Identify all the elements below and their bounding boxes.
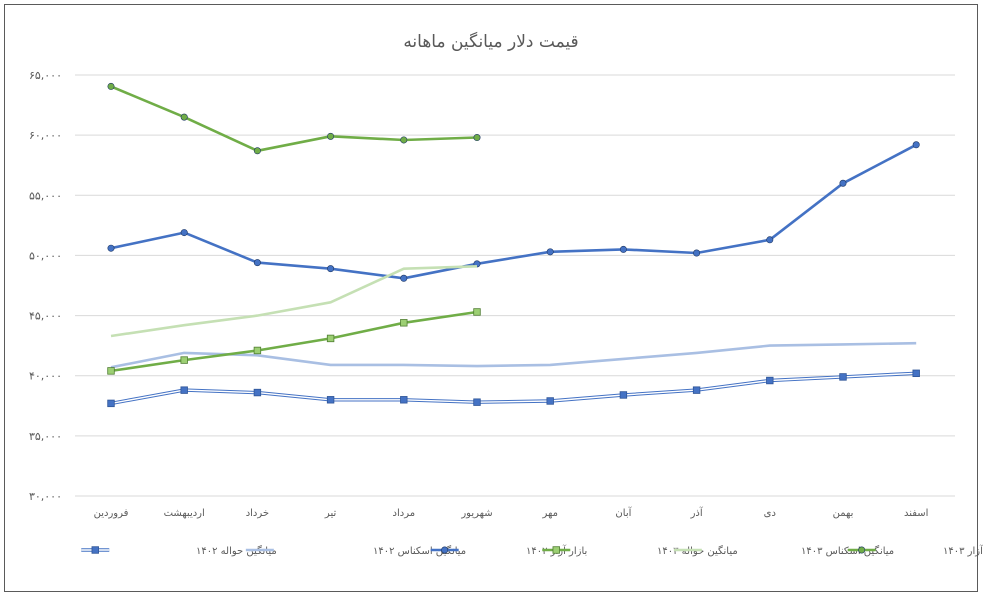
data-point (912, 141, 920, 149)
data-point (107, 399, 115, 408)
series-line-outer (110, 371, 917, 406)
data-point (546, 248, 554, 256)
data-point (107, 82, 115, 90)
series-group (107, 82, 920, 408)
data-point (180, 113, 188, 121)
data-point (253, 147, 261, 155)
x-axis-ticks: فروردین اردیبهشت خرداد تیر مرداد شهریور مهر آبا… (94, 506, 929, 519)
y-tick-label: ۳۵,۰۰۰ (29, 430, 62, 443)
data-point (839, 373, 847, 381)
data-point (107, 367, 115, 375)
series-line (110, 143, 917, 280)
data-point (619, 391, 628, 399)
data-point (400, 274, 408, 282)
x-tick-label: آبان (615, 506, 632, 519)
legend-marker (441, 546, 449, 554)
data-point (327, 265, 335, 273)
series-1 (110, 341, 917, 369)
gridlines (75, 74, 955, 497)
x-tick-label: مرداد (393, 508, 416, 519)
y-tick-label: ۴۵,۰۰۰ (29, 310, 62, 323)
data-point (546, 397, 554, 405)
series-2 (107, 141, 920, 282)
x-tick-label: تیر (324, 508, 337, 519)
data-point (253, 346, 262, 355)
legend-item: میانگین اسکناس ۱۴۰۳ (673, 545, 894, 557)
series-0 (107, 369, 920, 408)
series-5 (107, 82, 481, 155)
data-point (327, 132, 335, 140)
data-point (326, 396, 335, 404)
series-line (110, 85, 478, 153)
legend-label: میانگین حواله ۱۴۰۲ (196, 545, 277, 557)
data-point (693, 249, 701, 257)
y-tick-label: ۵۵,۰۰۰ (29, 189, 62, 202)
data-point (473, 308, 481, 316)
series-line-inner (110, 372, 917, 405)
data-point (400, 319, 408, 327)
legend-item: میانگین حواله ۱۴۰۲ (81, 545, 277, 557)
data-point (473, 134, 481, 142)
x-tick-label: بهمن (833, 508, 854, 519)
data-point (180, 356, 188, 364)
y-axis-ticks: ۳۰,۰۰۰ ۳۵,۰۰۰ ۴۰,۰۰۰ ۴۵,۰۰۰ ۵۰,۰۰۰ ۵۵,۰۰۰ ۶۰,۰… (29, 69, 62, 503)
x-tick-label: خرداد (246, 508, 269, 519)
data-point (473, 398, 481, 406)
x-tick-label: فروردین (94, 508, 129, 519)
chart-title: قیمت دلار میانگین ماهانه (403, 31, 578, 52)
legend-marker (552, 546, 560, 554)
data-point (253, 259, 261, 267)
data-point (326, 334, 335, 343)
x-tick-label: دی (764, 508, 776, 519)
legend-marker (91, 546, 99, 554)
y-tick-label: ۵۰,۰۰۰ (29, 249, 62, 262)
data-point (619, 245, 627, 253)
data-point (912, 369, 920, 378)
series-line (110, 310, 478, 373)
data-point (400, 396, 408, 404)
data-point (180, 229, 188, 237)
x-tick-label: آذر (690, 506, 704, 519)
data-point (107, 244, 115, 252)
data-point (180, 386, 188, 394)
legend-marker (858, 546, 866, 554)
x-tick-label: مهر (541, 508, 557, 519)
series-3 (107, 308, 481, 375)
x-tick-label: شهریور (460, 508, 492, 519)
y-tick-label: ۴۰,۰۰۰ (29, 370, 62, 383)
series-4 (110, 265, 478, 338)
data-point (766, 376, 774, 385)
data-point (400, 136, 408, 144)
y-tick-label: ۶۵,۰۰۰ (29, 69, 62, 82)
y-tick-label: ۳۰,۰۰۰ (29, 490, 62, 503)
data-point (766, 236, 774, 244)
chart-frame (4, 4, 978, 592)
series-line (110, 341, 917, 369)
data-point (692, 386, 701, 394)
series-line (110, 265, 478, 338)
x-tick-label: اردیبهشت (164, 508, 205, 519)
x-tick-label: اسفند (904, 508, 928, 519)
y-tick-label: ۶۰,۰۰۰ (29, 129, 62, 142)
data-point (253, 388, 262, 397)
data-point (839, 179, 847, 187)
legend-label: بازار آزار ۱۴۰۳ (943, 544, 983, 557)
legend-label: میانگین اسکناس ۱۴۰۳ (801, 545, 894, 557)
legend: میانگین حواله ۱۴۰۲ میانگین اسکناس ۱۴۰۲ باز… (81, 544, 983, 557)
legend-item: بازار آزار ۱۴۰۳ (847, 544, 983, 557)
